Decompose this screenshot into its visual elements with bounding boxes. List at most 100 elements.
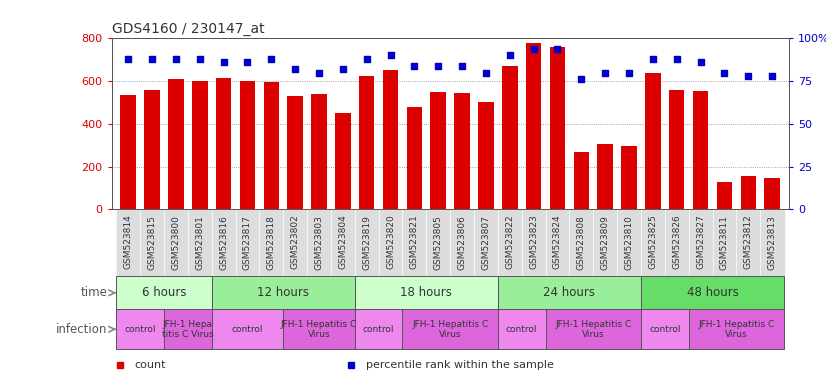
Point [360,56,373,62]
Bar [641,309,689,349]
Point [169,56,183,62]
Bar [713,209,736,276]
Text: GSM523816: GSM523816 [219,215,228,270]
Bar [741,176,756,209]
Text: control: control [125,325,156,334]
Bar [689,209,713,276]
Bar [145,90,159,209]
Text: GSM523804: GSM523804 [339,215,348,270]
Text: GSM523800: GSM523800 [172,215,180,270]
Point [193,56,206,62]
Point [241,59,254,65]
Bar [211,276,355,309]
Text: 18 hours: 18 hours [401,286,453,299]
Bar [211,309,283,349]
Bar [188,209,211,276]
Point [503,52,516,58]
Text: GSM523818: GSM523818 [267,215,276,270]
Text: JFH-1 Hepatitis C
Virus: JFH-1 Hepatitis C Virus [555,319,631,339]
Text: GSM523811: GSM523811 [720,215,729,270]
Bar [121,95,136,209]
Bar [355,209,378,276]
Point [455,63,468,69]
Bar [545,209,569,276]
Point [336,66,349,72]
Bar [240,81,255,209]
Point [432,63,445,69]
Bar [617,209,641,276]
Text: GSM523821: GSM523821 [410,215,419,270]
Bar [621,146,637,209]
Bar [169,79,183,209]
Point [121,56,135,62]
Bar [283,309,355,349]
Bar [307,209,331,276]
Bar [402,209,426,276]
Text: control: control [232,325,263,334]
Point [408,63,421,69]
Bar [498,209,522,276]
Bar [669,90,685,209]
Bar [573,152,589,209]
Point [623,70,636,76]
Bar [402,309,498,349]
Point [312,70,325,76]
Text: GSM523820: GSM523820 [386,215,395,270]
Text: 12 hours: 12 hours [257,286,309,299]
Bar [406,107,422,209]
Bar [502,66,518,209]
Text: control: control [363,325,394,334]
Bar [216,78,231,209]
Bar [355,276,498,309]
Bar [689,309,784,349]
Text: time: time [80,286,107,299]
Text: GSM523819: GSM523819 [362,215,371,270]
Text: GSM523824: GSM523824 [553,215,562,269]
Bar [498,276,641,309]
Bar [283,209,307,276]
Point [551,46,564,52]
Bar [263,82,279,209]
Text: GSM523808: GSM523808 [577,215,586,270]
Bar [478,103,494,209]
Text: GSM523803: GSM523803 [315,215,324,270]
Bar [116,209,140,276]
Bar [474,209,498,276]
Text: GSM523827: GSM523827 [696,215,705,270]
Text: control: control [506,325,538,334]
Text: JFH-1 Hepa
titis C Virus: JFH-1 Hepa titis C Virus [162,319,214,339]
Text: JFH-1 Hepatitis C
Virus: JFH-1 Hepatitis C Virus [698,319,775,339]
Bar [526,43,541,209]
Point [217,59,230,65]
Bar [235,209,259,276]
Bar [259,209,283,276]
Text: 48 hours: 48 hours [686,286,738,299]
Point [766,73,779,79]
Bar [665,209,689,276]
Bar [335,113,350,209]
Bar [311,94,327,209]
Text: GSM523807: GSM523807 [482,215,491,270]
Text: 24 hours: 24 hours [544,286,596,299]
Text: GSM523813: GSM523813 [767,215,776,270]
Text: GSM523814: GSM523814 [124,215,133,270]
Text: GSM523826: GSM523826 [672,215,681,270]
Bar [382,70,398,209]
Bar [569,209,593,276]
Text: GDS4160 / 230147_at: GDS4160 / 230147_at [112,22,264,36]
Text: infection: infection [56,323,107,336]
Text: GSM523801: GSM523801 [195,215,204,270]
Bar [287,96,303,209]
Bar [550,47,565,209]
Text: GSM523822: GSM523822 [506,215,515,269]
Bar [140,209,164,276]
Bar [498,309,545,349]
Text: GSM523817: GSM523817 [243,215,252,270]
Text: GSM523812: GSM523812 [743,215,752,270]
Text: GSM523825: GSM523825 [648,215,657,270]
Bar [116,309,164,349]
Point [527,46,540,52]
Bar [736,209,760,276]
Bar [593,209,617,276]
Bar [355,309,402,349]
